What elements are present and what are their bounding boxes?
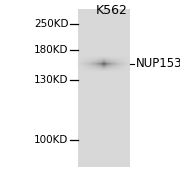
- Bar: [78, 9, 130, 167]
- Text: K562: K562: [96, 4, 128, 17]
- Text: NUP153: NUP153: [136, 57, 180, 70]
- Text: 130KD: 130KD: [34, 75, 68, 85]
- Text: 250KD: 250KD: [34, 19, 68, 29]
- Text: 100KD: 100KD: [34, 135, 68, 145]
- Text: 180KD: 180KD: [34, 45, 68, 55]
